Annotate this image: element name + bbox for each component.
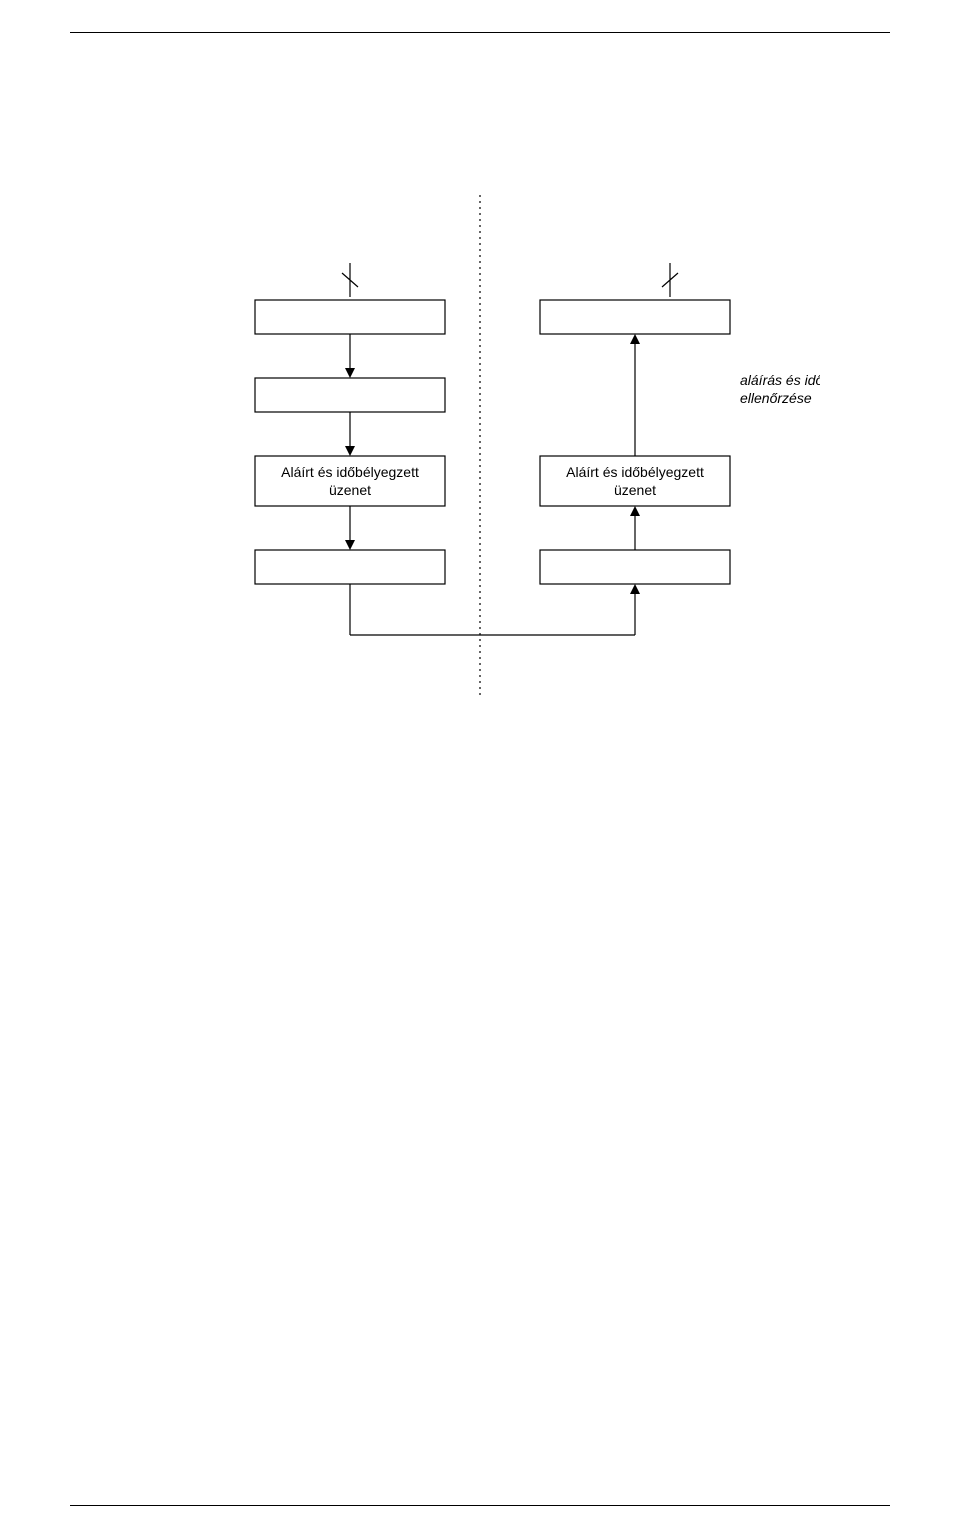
svg-text:üzenet: üzenet	[329, 482, 371, 498]
page-footer	[70, 1505, 890, 1510]
heading-3-1	[70, 111, 890, 133]
heading-3-2	[70, 155, 890, 177]
page: Aláírt és időbélyegzett üzenet Aláírt és…	[0, 0, 960, 1540]
flowchart-diagram: Aláírt és időbélyegzett üzenet Aláírt és…	[140, 195, 820, 755]
svg-text:üzenet: üzenet	[614, 482, 656, 498]
svg-text:ellenőrzése: ellenőrzése	[740, 390, 812, 406]
page-header	[70, 30, 890, 33]
svg-text:Aláírt és időbélyegzett: Aláírt és időbélyegzett	[566, 464, 704, 480]
svg-text:aláírás és időbélyeg: aláírás és időbélyeg	[740, 372, 820, 388]
heading-3	[70, 61, 890, 87]
svg-text:Aláírt és időbélyegzett: Aláírt és időbélyegzett	[281, 464, 419, 480]
